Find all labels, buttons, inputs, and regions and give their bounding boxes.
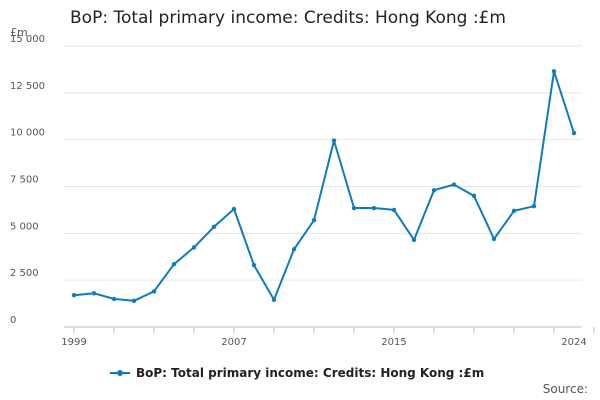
data-point [131,298,137,303]
y-tick-label: 5 000 [10,221,39,232]
x-tick-label: 2024 [561,337,586,348]
y-tick-label: 2 500 [10,268,39,279]
data-point [311,218,317,223]
data-point [371,205,377,211]
source-label: Source: [542,382,588,396]
data-point [451,182,457,187]
y-axis-unit: £m [10,26,28,39]
x-axis: 1999 2007 2015 2024 [61,327,595,348]
y-axis: 0 2 500 5 000 7 500 10 000 12 500 15 000£m [10,26,45,326]
data-point [211,224,217,229]
x-tick-label: 2007 [221,337,246,348]
legend-label: BoP: Total primary income: Credits: Hong… [136,366,485,380]
data-point [471,193,477,199]
legend-line-swatch [110,368,130,378]
data-point [291,247,297,252]
legend: BoP: Total primary income: Credits: Hong… [110,366,484,380]
data-point [511,208,517,214]
data-point [391,207,397,213]
y-tick-label: 7 500 [10,175,39,186]
x-tick-label: 2015 [381,337,406,348]
y-tick-label: 10 000 [10,128,45,139]
data-point [551,69,557,74]
x-tick-label: 1999 [61,337,86,348]
data-point [191,245,197,250]
series-line [73,70,575,302]
chart-title: BoP: Total primary income: Credits: Hong… [70,8,506,28]
y-tick-label: 15 000 [10,34,45,45]
data-point [151,289,157,294]
data-point [571,130,577,136]
data-point [251,262,257,268]
data-point [111,296,117,302]
series-layer [71,69,577,303]
data-point [71,292,77,298]
data-point [91,291,97,296]
y-tick-label: 12 500 [10,81,45,92]
data-point [331,138,337,143]
data-point [411,237,417,243]
data-point [351,205,357,211]
data-point [171,262,177,267]
data-point [491,236,497,242]
data-point [231,206,237,212]
data-point [271,297,277,303]
data-point [531,203,537,209]
data-point [431,188,437,193]
y-tick-label: 0 [10,315,16,326]
